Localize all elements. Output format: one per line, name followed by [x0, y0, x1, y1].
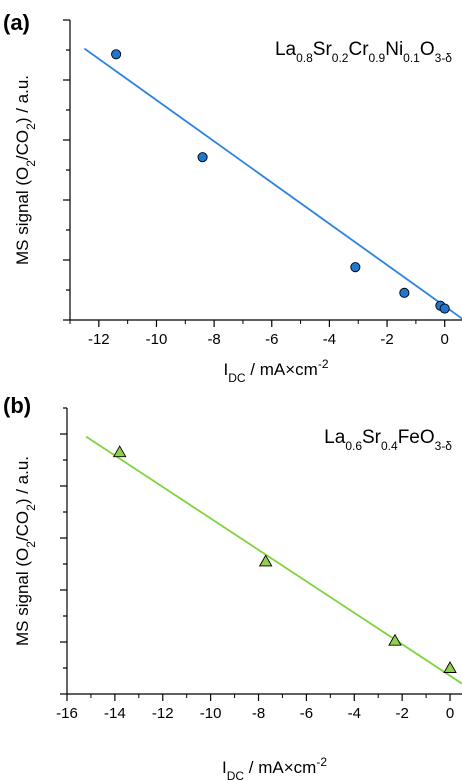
formula-part: 0.6 — [345, 439, 362, 453]
x-tick-label: -4 — [323, 331, 336, 348]
x-axis-title-part: / mA×cm — [246, 360, 318, 379]
formula-part: La — [324, 427, 346, 448]
y-axis-title-part: 2 — [24, 160, 38, 167]
formula-part: FeO — [398, 427, 435, 448]
formula-part: Ni — [385, 39, 403, 60]
formula-part: O — [420, 39, 435, 60]
fit-line — [85, 435, 462, 685]
formula-part: 0.2 — [332, 51, 349, 65]
x-tick-label: -16 — [56, 705, 78, 722]
x-axis-title-part: I — [223, 360, 228, 379]
x-axis-title-part: DC — [227, 769, 245, 781]
y-axis-title-part: MS signal (O — [13, 548, 32, 646]
x-tick-label: 0 — [446, 705, 454, 722]
data-point — [112, 445, 127, 458]
formula-part: 0.9 — [369, 51, 386, 65]
data-point — [111, 49, 122, 60]
x-tick-label: -10 — [200, 705, 222, 722]
formula-annotation: La0.8Sr0.2Cr0.9Ni0.1O3-δ — [275, 39, 452, 65]
formula-part: 3-δ — [435, 439, 453, 453]
x-axis-title-part: -2 — [318, 357, 329, 371]
x-tick-label: -6 — [265, 331, 278, 348]
chart-panel-0: -12 -10 -8 -6 -4 -2 0 (a) La0.8Sr0.2Cr0.9Ni0.1O3… — [3, 10, 462, 385]
x-axis-title-part: / mA×cm — [244, 758, 316, 777]
x-axis-title: IDC / mA×cm-2 — [222, 755, 327, 781]
panel-label: (b) — [3, 393, 31, 418]
chart-panel-1: -16 -14 -12 -10 -8 -6 -4 -2 0 (b) La0.6Sr0.4FeO3-δ… — [3, 393, 462, 781]
x-axis-title-part: DC — [228, 371, 246, 385]
y-axis-title: MS signal (O2/CO2) / a.u. — [13, 456, 38, 646]
y-axis-title-part: /CO — [13, 511, 32, 541]
y-axis-title-part: 2 — [24, 123, 38, 130]
x-tick-label: -12 — [152, 705, 174, 722]
data-point — [439, 303, 450, 314]
y-axis-title-part: ) / a.u. — [13, 456, 32, 504]
data-point — [388, 633, 402, 646]
x-tick-label: -4 — [348, 705, 361, 722]
x-tick-label: 0 — [441, 331, 449, 348]
x-axis-title: IDC / mA×cm-2 — [223, 357, 328, 385]
formula-part: Sr — [313, 39, 333, 60]
x-tick-label: -2 — [395, 705, 408, 722]
data-point — [197, 152, 208, 163]
formula-part: Sr — [362, 427, 382, 448]
data-point — [443, 661, 457, 673]
x-tick-label: -8 — [252, 705, 265, 722]
x-tick-label: -2 — [380, 331, 393, 348]
data-point — [258, 554, 273, 567]
formula-part: 0.8 — [296, 51, 313, 65]
data-point — [350, 262, 361, 273]
formula-part: Cr — [348, 39, 369, 60]
formula-part: La — [275, 39, 297, 60]
data-point — [399, 287, 410, 298]
y-axis-title-part: MS signal (O — [13, 167, 32, 265]
x-axis-title-part: -2 — [316, 755, 327, 769]
x-tick-label: -8 — [207, 331, 220, 348]
formula-part: 3-δ — [435, 51, 453, 65]
x-tick-label: -10 — [146, 331, 168, 348]
formula-annotation: La0.6Sr0.4FeO3-δ — [324, 427, 452, 453]
y-axis-title-part: 2 — [24, 504, 38, 511]
panel-label: (a) — [3, 10, 30, 35]
y-axis-title-part: ) / a.u. — [13, 75, 32, 123]
x-tick-label: -6 — [300, 705, 313, 722]
x-tick-label: -12 — [88, 331, 110, 348]
formula-part: 0.1 — [403, 51, 420, 65]
x-axis-title-part: I — [222, 758, 227, 777]
y-axis-title-part: 2 — [24, 541, 38, 548]
formula-part: 0.4 — [381, 439, 398, 453]
x-tick-label: -14 — [104, 705, 126, 722]
y-axis-title-part: /CO — [13, 130, 32, 160]
fit-line — [83, 47, 462, 320]
y-axis-title: MS signal (O2/CO2) / a.u. — [13, 75, 38, 265]
